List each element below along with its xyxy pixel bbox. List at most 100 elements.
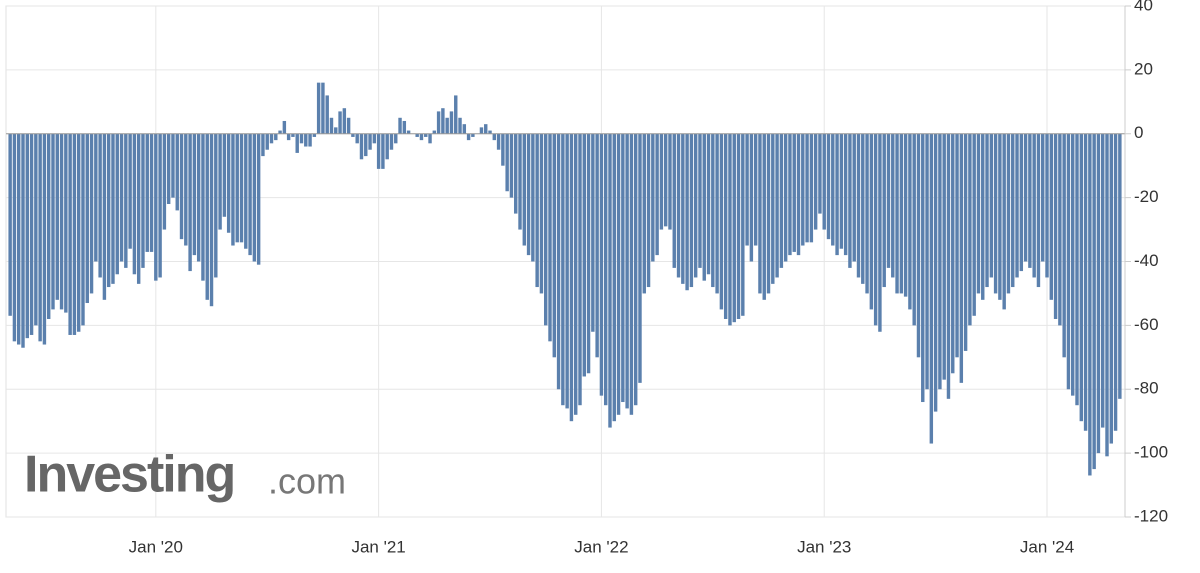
bar	[64, 133, 68, 313]
bar	[175, 133, 179, 211]
bar	[535, 133, 539, 288]
bar	[218, 133, 222, 230]
x-tick-label: Jan '24	[1020, 537, 1074, 556]
bar	[976, 133, 981, 294]
bar	[389, 133, 394, 150]
bar	[102, 133, 107, 300]
y-tick-label: -40	[1134, 251, 1159, 270]
bar	[629, 133, 634, 415]
bar	[46, 133, 51, 319]
bar	[745, 133, 749, 246]
bar	[591, 133, 595, 332]
bar	[651, 133, 655, 262]
bar	[406, 130, 411, 134]
bar	[261, 133, 265, 157]
bar	[933, 133, 938, 412]
bar	[192, 133, 197, 256]
bar	[878, 133, 882, 332]
bar	[94, 133, 98, 262]
bar	[68, 133, 72, 335]
y-tick-label: 40	[1134, 0, 1153, 14]
bar	[1118, 133, 1122, 399]
bar	[1011, 133, 1015, 288]
bar	[1083, 133, 1088, 431]
bar	[582, 133, 586, 377]
bar	[1019, 133, 1024, 272]
y-tick-label: -80	[1134, 379, 1159, 398]
bar	[299, 133, 304, 144]
bar	[286, 133, 291, 141]
bar	[1092, 133, 1096, 470]
bar	[963, 133, 968, 351]
bar	[989, 133, 994, 278]
bar	[775, 133, 779, 278]
bar	[531, 133, 535, 262]
bar	[29, 133, 34, 335]
bar	[222, 133, 227, 217]
bar	[484, 124, 488, 134]
bar	[231, 133, 235, 246]
y-tick-label: 0	[1134, 123, 1143, 142]
bar	[809, 133, 814, 243]
bar	[985, 133, 989, 288]
bar	[154, 133, 158, 281]
bar	[1079, 133, 1084, 422]
bar	[1041, 133, 1045, 262]
bar	[946, 133, 951, 399]
bar	[813, 133, 818, 230]
bar	[372, 133, 377, 144]
bar	[959, 133, 964, 383]
bar	[676, 133, 681, 278]
bar	[329, 117, 334, 134]
bar	[166, 133, 171, 205]
bar	[805, 133, 809, 243]
bar	[38, 133, 42, 342]
bar	[565, 133, 569, 409]
bar	[89, 133, 94, 294]
bar	[839, 133, 844, 249]
bar	[8, 133, 12, 316]
bar	[471, 133, 475, 137]
bar	[822, 133, 826, 230]
bar	[132, 133, 137, 275]
bar	[681, 133, 685, 284]
bar	[921, 133, 925, 403]
y-tick-label: -120	[1134, 506, 1168, 525]
bar	[753, 133, 758, 246]
bar	[741, 133, 745, 316]
bar	[141, 133, 145, 268]
bar	[599, 133, 604, 396]
bar	[796, 133, 801, 256]
bar	[244, 133, 248, 249]
bar	[693, 133, 698, 278]
bar	[719, 133, 724, 310]
bar	[698, 133, 702, 268]
bar	[578, 133, 582, 406]
bar	[282, 120, 287, 134]
bar	[21, 133, 25, 348]
bar	[801, 133, 805, 246]
bar	[355, 133, 359, 144]
bar	[826, 133, 831, 240]
bar	[76, 133, 81, 332]
bar	[462, 124, 467, 134]
bar	[1006, 133, 1011, 294]
bar	[295, 133, 299, 153]
x-tick-label: Jan '20	[129, 537, 183, 556]
bar	[25, 133, 29, 339]
bar	[586, 133, 591, 374]
bar	[1045, 133, 1049, 278]
bar	[1062, 133, 1066, 358]
bar	[149, 133, 154, 252]
bar	[394, 133, 398, 144]
bar	[278, 130, 282, 134]
bar	[573, 133, 578, 415]
bar	[158, 133, 162, 278]
bar	[951, 133, 955, 374]
bar	[736, 133, 741, 319]
bar	[124, 133, 128, 268]
bar	[111, 133, 115, 284]
bar	[505, 133, 509, 192]
bar	[552, 133, 557, 358]
bar	[441, 108, 445, 134]
